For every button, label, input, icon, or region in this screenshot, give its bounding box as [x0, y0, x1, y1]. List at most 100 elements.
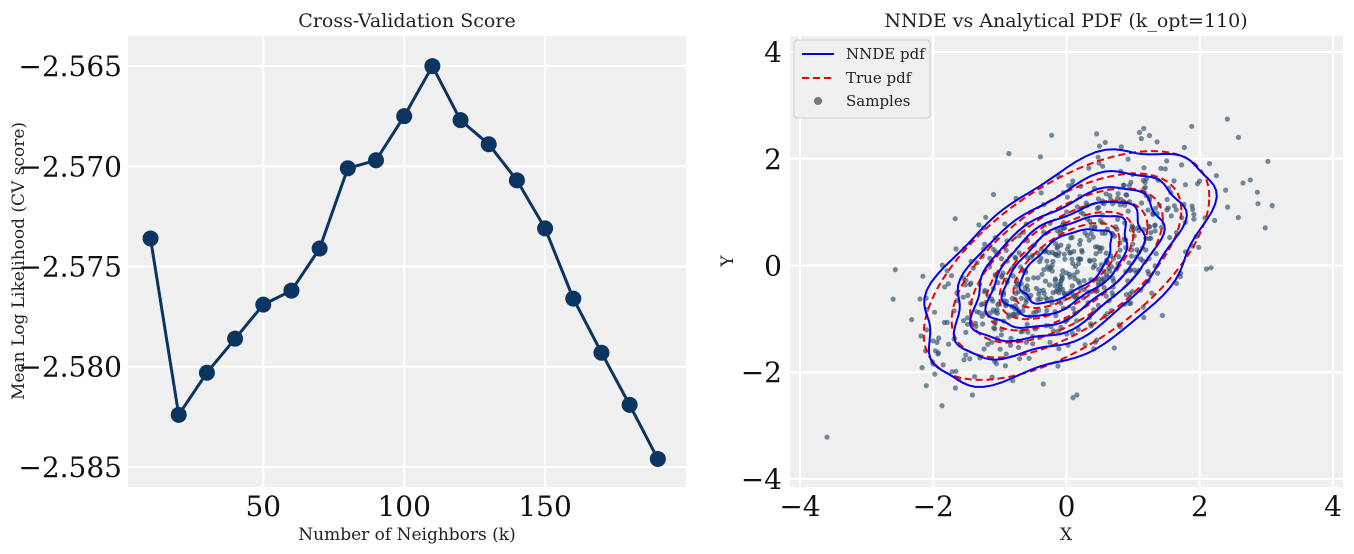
sample-point: [934, 339, 940, 345]
sample-point: [1093, 251, 1099, 257]
sample-point: [1023, 299, 1029, 305]
sample-point: [917, 296, 923, 302]
sample-point: [1213, 173, 1219, 179]
sample-point: [1075, 326, 1081, 332]
sample-point: [930, 338, 936, 344]
sample-point: [1171, 203, 1177, 209]
sample-point: [1081, 278, 1087, 284]
sample-point: [918, 333, 924, 339]
sample-point: [1235, 214, 1241, 221]
sample-point: [1038, 296, 1044, 302]
sample-point: [972, 320, 979, 326]
sample-point: [952, 216, 958, 222]
cv-score-point: [283, 282, 300, 299]
sample-point: [1225, 204, 1231, 210]
sample-point: [1102, 139, 1108, 145]
cv-score-point: [565, 290, 582, 307]
sample-point: [1159, 224, 1165, 230]
sample-point: [1072, 263, 1078, 270]
sample-point: [1007, 342, 1014, 348]
sample-point: [1116, 254, 1122, 260]
sample-point: [1121, 182, 1127, 188]
pdf-y-tick-label: 4: [764, 36, 782, 69]
cv-chart-title: Cross-Validation Score: [298, 10, 515, 32]
sample-point: [1095, 154, 1101, 160]
sample-point: [1148, 230, 1154, 236]
legend-samples-label: Samples: [846, 92, 910, 110]
sample-point: [1087, 258, 1093, 264]
sample-point: [932, 371, 938, 377]
sample-point: [1152, 205, 1158, 212]
cv-x-tick-label: 100: [377, 490, 430, 523]
sample-point: [1173, 280, 1180, 286]
sample-point: [1197, 178, 1203, 184]
cv-score-point: [198, 364, 215, 381]
pdf-y-tick-label: −2: [741, 356, 782, 389]
sample-point: [1115, 191, 1121, 197]
sample-point: [1062, 256, 1068, 262]
sample-point: [1056, 346, 1062, 352]
cv-x-tick-label: 150: [518, 490, 571, 523]
sample-point: [1148, 235, 1154, 241]
sample-point: [985, 341, 991, 347]
sample-point: [1071, 272, 1077, 278]
sample-point: [1041, 290, 1047, 297]
sample-point: [1077, 280, 1083, 286]
sample-point: [1154, 139, 1160, 145]
sample-point: [1024, 321, 1030, 327]
cv-score-point: [649, 450, 666, 467]
sample-point: [1016, 250, 1022, 256]
sample-point: [1254, 189, 1260, 195]
sample-point: [1008, 335, 1014, 341]
sample-point: [963, 329, 969, 335]
sample-point: [1064, 246, 1070, 252]
cv-score-point: [311, 240, 328, 257]
sample-point: [1002, 363, 1009, 369]
sample-point: [1103, 250, 1109, 256]
true-pdf-contour: [998, 210, 1135, 321]
sample-point: [1009, 295, 1016, 301]
sample-point: [931, 309, 938, 315]
sample-point: [1070, 178, 1076, 184]
sample-point: [1145, 207, 1151, 213]
sample-point: [1058, 242, 1064, 248]
sample-point: [1048, 265, 1054, 271]
pdf-chart-title: NNDE vs Analytical PDF (k_opt=110): [884, 10, 1247, 32]
sample-point: [1100, 163, 1106, 169]
sample-point: [1099, 245, 1105, 251]
sample-point: [1010, 273, 1016, 279]
sample-point: [1077, 241, 1083, 247]
cv-score-point: [142, 230, 159, 247]
pdf-comparison-chart: −4 −2 0 2 4 −4 −2 0 2 4 NNDE vs Analytical PDF (k…: [718, 10, 1343, 545]
sample-point: [1142, 179, 1148, 185]
sample-point: [1167, 234, 1173, 241]
sample-point: [1179, 162, 1185, 168]
sample-point: [1033, 285, 1039, 291]
sample-point: [1149, 290, 1155, 296]
sample-point: [963, 352, 969, 358]
sample-point: [1037, 154, 1044, 160]
sample-point: [1096, 143, 1103, 149]
sample-point: [1136, 129, 1143, 136]
sample-point: [1095, 196, 1101, 202]
sample-point: [1110, 278, 1117, 284]
sample-point: [1224, 116, 1230, 122]
cv-tick-labels: 50 100 150 −2.565 −2.570 −2.575 −2.580 −2.585: [18, 50, 571, 523]
sample-point: [991, 325, 997, 331]
sample-point: [1061, 251, 1067, 257]
sample-point: [1141, 314, 1147, 321]
sample-point: [967, 356, 973, 362]
cv-score-point: [227, 330, 244, 347]
sample-point: [936, 335, 942, 341]
sample-point: [1039, 271, 1045, 277]
sample-point: [1056, 290, 1062, 296]
sample-point: [1101, 285, 1107, 291]
sample-point: [1074, 392, 1080, 398]
sample-point: [945, 281, 951, 287]
sample-point: [949, 369, 955, 375]
sample-point: [1006, 151, 1012, 157]
sample-point: [1162, 166, 1168, 172]
sample-point: [1118, 144, 1124, 150]
nnde-pdf-contour: [1000, 214, 1129, 318]
